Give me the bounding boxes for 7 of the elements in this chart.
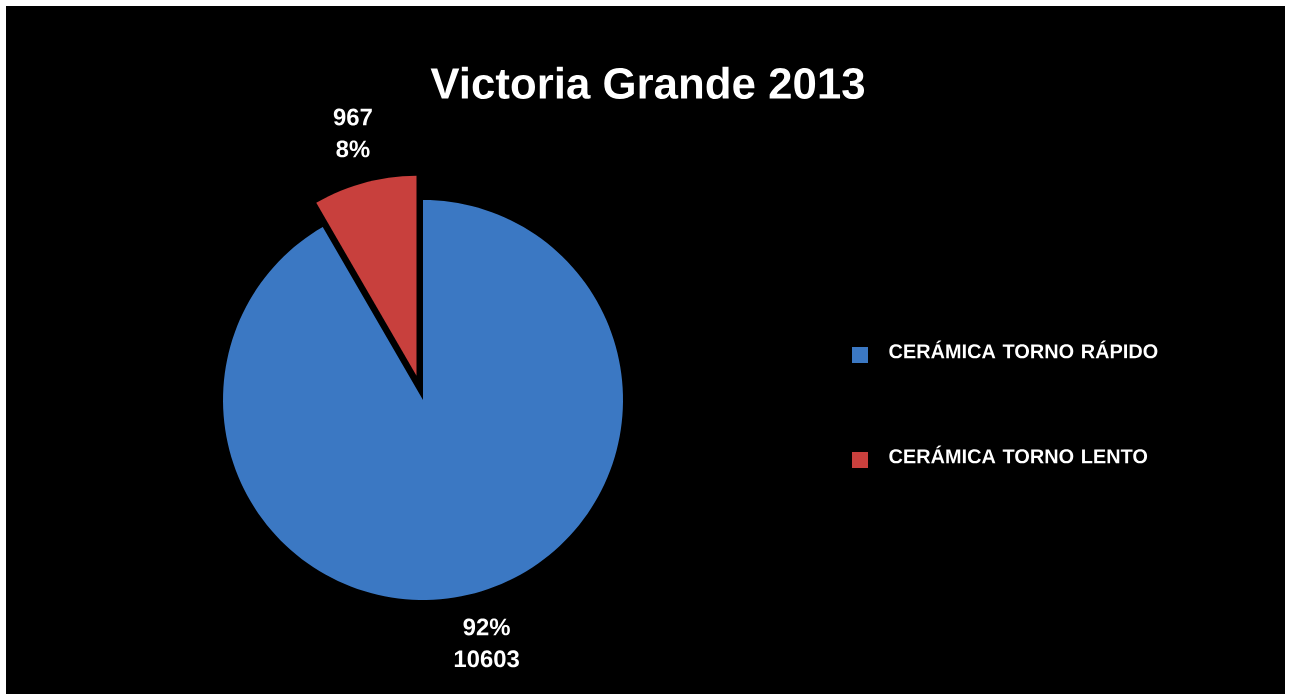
data-label: 10603 <box>454 650 519 668</box>
data-label: 967 <box>333 108 372 126</box>
chart-title: Victoria Grande 2013 <box>430 66 865 100</box>
text: 92% <box>463 618 510 636</box>
legend-label: CERÁMICA TORNO RÁPIDO <box>889 340 1158 359</box>
legend-label: CERÁMICA TORNO LENTO <box>889 445 1148 464</box>
text: 8% <box>336 140 370 158</box>
